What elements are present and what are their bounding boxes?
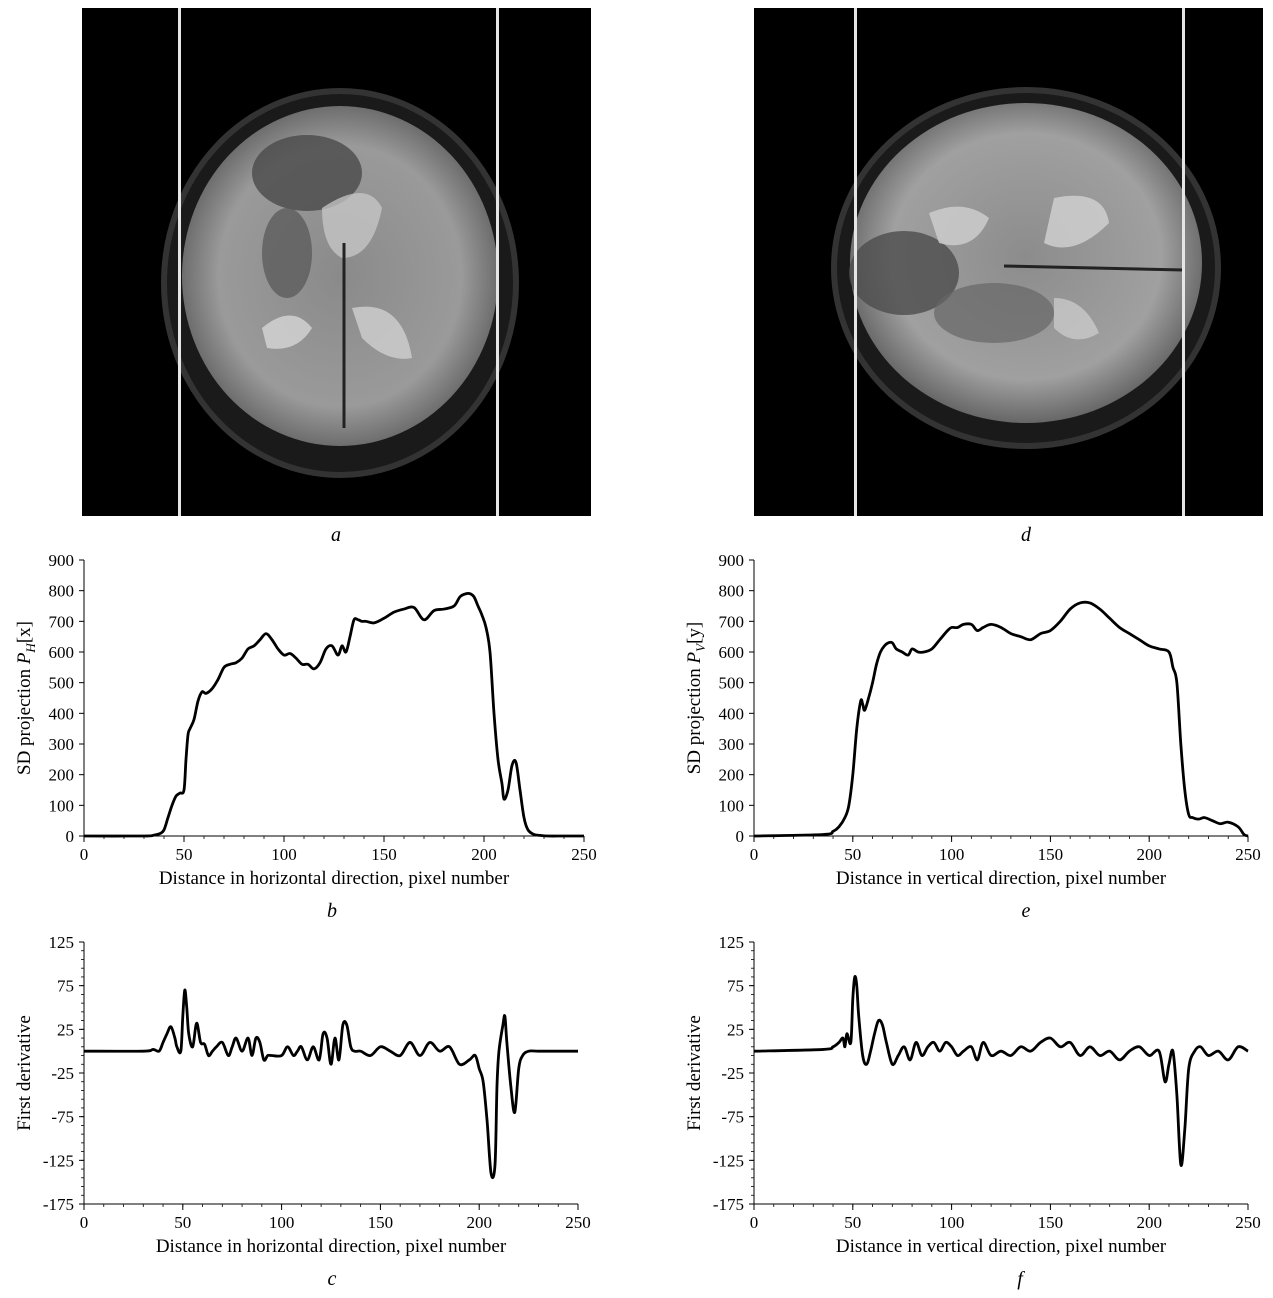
x-axis-title: Distance in vertical direction, pixel nu… (836, 1236, 1167, 1257)
y-tick-label: 25 (57, 1020, 74, 1039)
x-tick-label: 50 (844, 1213, 861, 1232)
y-tick-label: 600 (719, 643, 745, 662)
caption-d: d (1021, 524, 1031, 546)
x-tick-label: 200 (471, 845, 497, 864)
x-tick-label: 50 (174, 1213, 191, 1232)
x-tick-label: 100 (271, 845, 297, 864)
mri-image-d (754, 8, 1263, 516)
y-tick-label: -25 (721, 1064, 744, 1083)
y-tick-label: 75 (57, 977, 74, 996)
y-tick-label: 300 (49, 735, 75, 754)
y-tick-label: 600 (49, 643, 75, 662)
y-tick-label: 200 (49, 766, 75, 785)
caption-a: a (331, 524, 341, 546)
caption-b: b (327, 900, 337, 922)
y-tick-label: 900 (49, 551, 75, 570)
series-line (83, 988, 578, 1180)
x-axis-title: Distance in vertical direction, pixel nu… (836, 868, 1167, 889)
y-axis-title: First derivative (14, 1015, 35, 1131)
y-axis-title: SD projection PH[x] (14, 621, 38, 775)
mri-axial-brain-scan-icon (161, 8, 519, 516)
mri-image-a (82, 8, 591, 516)
chart-c-horizontal-derivative: 0 50 100 150 200 250 125 75 25 -25 -75 -125 -175 Dist… (14, 933, 591, 1257)
y-tick-label: 300 (719, 735, 745, 754)
x-tick-label: 150 (371, 845, 397, 864)
x-tick-label: 150 (1038, 845, 1064, 864)
y-tick-label: -25 (51, 1064, 74, 1083)
x-tick-label: 50 (844, 845, 861, 864)
x-tick-label: 50 (176, 845, 193, 864)
x-tick-label: 100 (939, 845, 965, 864)
chart-b-horizontal-projection: 0 50 100 150 200 250 0 100 200 300 400 500 600 700 800… (14, 551, 597, 889)
y-tick-label: 700 (719, 612, 745, 631)
y-tick-label: 75 (727, 977, 744, 996)
y-tick-label: -175 (713, 1195, 744, 1214)
x-tick-label: 200 (466, 1213, 492, 1232)
y-tick-label: 0 (66, 827, 75, 846)
y-tick-label: 800 (719, 582, 745, 601)
chart-f-vertical-derivative: 0 50 100 150 200 250 125 75 25 -25 -75 -125 -175 Dist… (684, 933, 1261, 1257)
mri-axial-brain-scan-icon (831, 8, 1221, 516)
x-tick-label: 250 (1235, 1213, 1261, 1232)
chart-e-vertical-projection: 0 50 100 150 200 250 0 100 200 300 400 500 600 700 800… (684, 551, 1261, 889)
y-axis-title: SD projection PV[y] (684, 622, 708, 775)
y-tick-label: 400 (719, 704, 745, 723)
y-tick-label: 200 (719, 766, 745, 785)
y-tick-label: -75 (721, 1108, 744, 1127)
x-axis-title: Distance in horizontal direction, pixel … (159, 868, 510, 889)
y-tick-label: 0 (736, 827, 745, 846)
series-line (753, 975, 1249, 1167)
x-tick-label: 250 (571, 845, 597, 864)
caption-f: f (1017, 1268, 1023, 1290)
x-tick-label: 100 (269, 1213, 295, 1232)
x-tick-label: 0 (750, 1213, 759, 1232)
y-tick-label: 500 (49, 674, 75, 693)
x-tick-label: 150 (1038, 1213, 1064, 1232)
x-axis-title: Distance in horizontal direction, pixel … (156, 1236, 507, 1257)
y-tick-label: -125 (43, 1151, 74, 1170)
y-tick-label: 125 (719, 933, 745, 952)
caption-c: c (327, 1268, 337, 1290)
y-tick-label: 400 (49, 704, 75, 723)
x-tick-label: 250 (1235, 845, 1261, 864)
x-tick-label: 200 (1136, 845, 1162, 864)
series-line (83, 591, 584, 838)
caption-e: e (1021, 900, 1031, 922)
y-tick-label: -75 (51, 1108, 74, 1127)
y-tick-label: 100 (49, 796, 75, 815)
y-tick-label: 100 (719, 796, 745, 815)
x-tick-label: 250 (565, 1213, 591, 1232)
x-tick-label: 100 (939, 1213, 965, 1232)
x-tick-label: 0 (80, 845, 89, 864)
x-tick-label: 150 (368, 1213, 394, 1232)
y-tick-label: 900 (719, 551, 745, 570)
y-axis-title: First derivative (684, 1015, 705, 1131)
y-tick-label: -125 (713, 1151, 744, 1170)
x-tick-label: 0 (750, 845, 759, 864)
series-line (753, 600, 1249, 838)
x-tick-label: 0 (80, 1213, 89, 1232)
y-tick-label: 125 (49, 933, 75, 952)
y-tick-label: 25 (727, 1020, 744, 1039)
x-tick-label: 200 (1136, 1213, 1162, 1232)
y-tick-label: -175 (43, 1195, 74, 1214)
y-tick-label: 700 (49, 612, 75, 631)
y-tick-label: 800 (49, 582, 75, 601)
y-tick-label: 500 (719, 674, 745, 693)
